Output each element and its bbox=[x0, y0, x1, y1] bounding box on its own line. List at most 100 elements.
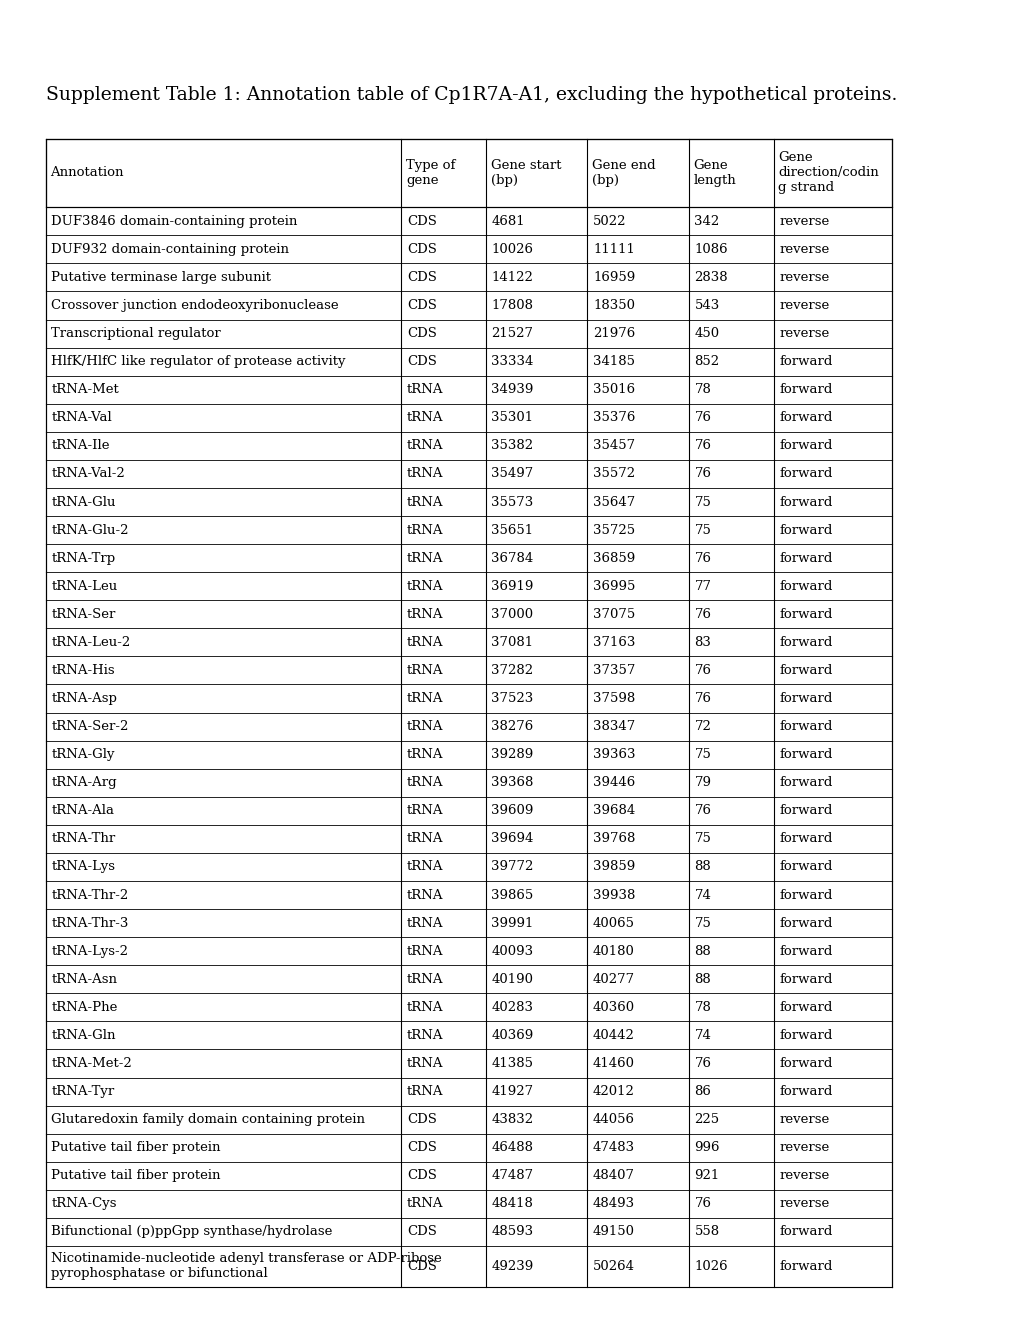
Text: 40360: 40360 bbox=[592, 1001, 635, 1014]
Text: 74: 74 bbox=[694, 1028, 710, 1041]
Text: forward: forward bbox=[779, 748, 832, 762]
Text: 35573: 35573 bbox=[491, 495, 533, 508]
Text: 46488: 46488 bbox=[491, 1142, 533, 1154]
Text: tRNA-His: tRNA-His bbox=[51, 664, 115, 677]
Text: forward: forward bbox=[779, 1057, 832, 1071]
Text: forward: forward bbox=[779, 833, 832, 845]
Text: 34939: 34939 bbox=[491, 383, 533, 396]
Text: tRNA-Val: tRNA-Val bbox=[51, 412, 112, 424]
Text: forward: forward bbox=[779, 945, 832, 958]
Bar bbox=[46, 1106, 892, 1134]
Text: reverse: reverse bbox=[779, 300, 828, 312]
Text: forward: forward bbox=[779, 579, 832, 593]
Text: tRNA: tRNA bbox=[407, 552, 443, 565]
Text: tRNA-Trp: tRNA-Trp bbox=[51, 552, 115, 565]
Text: 88: 88 bbox=[694, 973, 710, 986]
Bar bbox=[46, 713, 892, 741]
Text: reverse: reverse bbox=[779, 1170, 828, 1183]
Bar bbox=[46, 516, 892, 544]
Text: 47483: 47483 bbox=[592, 1142, 635, 1154]
Text: tRNA: tRNA bbox=[407, 776, 443, 789]
Bar bbox=[46, 601, 892, 628]
Text: 10026: 10026 bbox=[491, 243, 533, 256]
Bar bbox=[46, 853, 892, 880]
Text: CDS: CDS bbox=[407, 1170, 436, 1183]
Text: tRNA: tRNA bbox=[407, 440, 443, 453]
Text: tRNA: tRNA bbox=[407, 916, 443, 929]
Text: Supplement Table 1: Annotation table of Cp1R7A-A1, excluding the hypothetical pr: Supplement Table 1: Annotation table of … bbox=[46, 86, 897, 104]
Text: Glutaredoxin family domain containing protein: Glutaredoxin family domain containing pr… bbox=[51, 1113, 365, 1126]
Text: CDS: CDS bbox=[407, 271, 436, 284]
Bar bbox=[46, 741, 892, 768]
Text: forward: forward bbox=[779, 1001, 832, 1014]
Bar bbox=[46, 488, 892, 516]
Text: forward: forward bbox=[779, 440, 832, 453]
Text: 921: 921 bbox=[694, 1170, 719, 1183]
Text: Bifunctional (p)ppGpp synthase/hydrolase: Bifunctional (p)ppGpp synthase/hydrolase bbox=[51, 1225, 332, 1238]
Text: forward: forward bbox=[779, 721, 832, 733]
Text: 2838: 2838 bbox=[694, 271, 728, 284]
Text: 16959: 16959 bbox=[592, 271, 635, 284]
Text: forward: forward bbox=[779, 467, 832, 480]
Text: 76: 76 bbox=[694, 1197, 711, 1210]
Text: CDS: CDS bbox=[407, 1113, 436, 1126]
Text: 38347: 38347 bbox=[592, 721, 635, 733]
Bar bbox=[46, 347, 892, 376]
Text: 37598: 37598 bbox=[592, 692, 635, 705]
Text: 76: 76 bbox=[694, 692, 711, 705]
Text: tRNA: tRNA bbox=[407, 945, 443, 958]
Text: tRNA-Asn: tRNA-Asn bbox=[51, 973, 117, 986]
Text: 41385: 41385 bbox=[491, 1057, 533, 1071]
Text: 40283: 40283 bbox=[491, 1001, 533, 1014]
Bar bbox=[46, 1134, 892, 1162]
Text: forward: forward bbox=[779, 1261, 832, 1272]
Text: tRNA: tRNA bbox=[407, 721, 443, 733]
Text: CDS: CDS bbox=[407, 1142, 436, 1154]
Text: 34185: 34185 bbox=[592, 355, 635, 368]
Text: 48418: 48418 bbox=[491, 1197, 533, 1210]
Text: 35382: 35382 bbox=[491, 440, 533, 453]
Text: 40277: 40277 bbox=[592, 973, 635, 986]
Text: forward: forward bbox=[779, 355, 832, 368]
Text: tRNA: tRNA bbox=[407, 524, 443, 537]
Text: 35376: 35376 bbox=[592, 412, 635, 424]
Text: Type of
gene: Type of gene bbox=[406, 158, 454, 187]
Text: 35647: 35647 bbox=[592, 495, 635, 508]
Text: tRNA: tRNA bbox=[407, 1028, 443, 1041]
Text: 39694: 39694 bbox=[491, 833, 533, 845]
Text: 39938: 39938 bbox=[592, 888, 635, 902]
Text: DUF3846 domain-containing protein: DUF3846 domain-containing protein bbox=[51, 215, 298, 228]
Text: 4681: 4681 bbox=[491, 215, 525, 228]
Text: CDS: CDS bbox=[407, 243, 436, 256]
Text: tRNA-Ile: tRNA-Ile bbox=[51, 440, 110, 453]
Text: 75: 75 bbox=[694, 495, 710, 508]
Text: tRNA-Ser: tRNA-Ser bbox=[51, 607, 116, 620]
Text: 11111: 11111 bbox=[592, 243, 634, 256]
Text: DUF932 domain-containing protein: DUF932 domain-containing protein bbox=[51, 243, 289, 256]
Text: 83: 83 bbox=[694, 636, 710, 649]
Text: HlfK/HlfC like regulator of protease activity: HlfK/HlfC like regulator of protease act… bbox=[51, 355, 345, 368]
Text: reverse: reverse bbox=[779, 243, 828, 256]
Text: tRNA: tRNA bbox=[407, 467, 443, 480]
Bar bbox=[46, 1218, 892, 1246]
Bar bbox=[46, 825, 892, 853]
Bar bbox=[46, 404, 892, 432]
Text: 33334: 33334 bbox=[491, 355, 533, 368]
Text: Gene
length: Gene length bbox=[693, 158, 736, 187]
Text: 39368: 39368 bbox=[491, 776, 533, 789]
Bar bbox=[46, 319, 892, 347]
Text: 21527: 21527 bbox=[491, 327, 533, 341]
Text: forward: forward bbox=[779, 888, 832, 902]
Text: Putative terminase large subunit: Putative terminase large subunit bbox=[51, 271, 271, 284]
Text: 75: 75 bbox=[694, 748, 710, 762]
Text: 21976: 21976 bbox=[592, 327, 635, 341]
Text: tRNA-Cys: tRNA-Cys bbox=[51, 1197, 117, 1210]
Text: tRNA-Ser-2: tRNA-Ser-2 bbox=[51, 721, 128, 733]
Text: 50264: 50264 bbox=[592, 1261, 635, 1272]
Text: 76: 76 bbox=[694, 1057, 711, 1071]
Text: 37163: 37163 bbox=[592, 636, 635, 649]
Text: tRNA: tRNA bbox=[407, 607, 443, 620]
Text: CDS: CDS bbox=[407, 215, 436, 228]
Text: 40065: 40065 bbox=[592, 916, 635, 929]
Text: 39609: 39609 bbox=[491, 804, 533, 817]
